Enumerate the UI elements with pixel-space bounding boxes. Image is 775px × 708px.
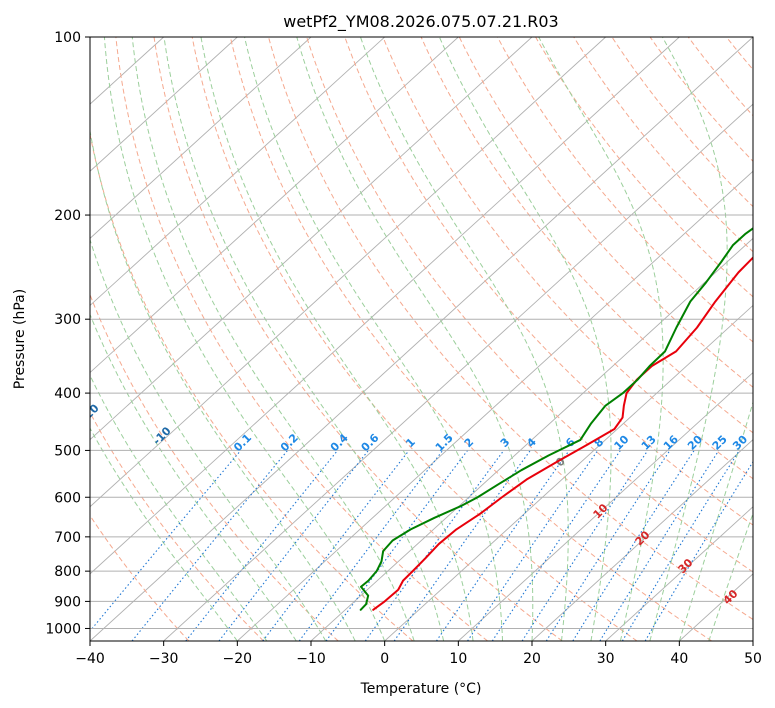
dry-adiabat-line [268, 37, 753, 621]
isotherm-line [90, 37, 680, 575]
y-tick-label: 300 [54, 312, 81, 328]
dry-adiabat-line [115, 37, 488, 641]
x-tick-label: 40 [670, 651, 688, 667]
moist-adiabat-line [438, 37, 612, 641]
moist-adiabat-line [103, 37, 386, 641]
moist-adiabat-line [163, 37, 445, 641]
mixing-ratio-label: 36 [751, 433, 771, 453]
dry-adiabat-line [90, 131, 414, 641]
mixing-ratio-line [90, 450, 242, 632]
isotherm-line [90, 37, 238, 172]
x-axis-label: Temperature (°C) [360, 681, 482, 697]
x-tick-label: 30 [597, 651, 615, 667]
y-tick-label: 600 [54, 490, 81, 506]
dry-adiabat-line [191, 37, 638, 641]
moist-adiabats [90, 37, 753, 641]
y-tick-label: 400 [54, 386, 81, 402]
isotherm-line [163, 103, 753, 641]
isotherm-line [90, 37, 385, 307]
mixing-ratio-line [218, 450, 369, 641]
moist-adiabat-line [90, 374, 268, 641]
mixing-ratio-line [393, 450, 531, 641]
moist-adiabat-line [90, 313, 297, 641]
mixing-ratio-line [131, 450, 289, 641]
dry-adiabat-line [496, 37, 753, 343]
plot-frame [89, 36, 754, 642]
dry-adiabat-line [229, 37, 712, 641]
mixing-ratio-line [572, 450, 695, 641]
isotherm-line [90, 37, 459, 374]
y-tick-label: 1000 [45, 621, 81, 637]
y-tick-label: 200 [54, 208, 81, 224]
y-tick-label: 800 [54, 564, 81, 580]
isotherm-line [90, 37, 606, 508]
dry-adiabat-line [306, 37, 753, 573]
dry-adiabat-line [382, 37, 753, 480]
dry-adiabat-label: -20 [78, 401, 101, 424]
dry-adiabat-line [649, 37, 753, 162]
x-tick-label: 10 [449, 651, 467, 667]
isotherm-line [90, 37, 533, 441]
isotherm-line [384, 304, 753, 641]
isotherm-line [605, 506, 753, 641]
mixing-ratio-line [435, 450, 570, 641]
y-tick-label: 900 [54, 594, 81, 610]
moist-adiabat-line [244, 37, 504, 641]
sounding-series [359, 227, 753, 611]
moist-adiabat-line [708, 512, 753, 641]
mixing-ratio-line [644, 460, 753, 641]
mixing-ratio-line [621, 450, 740, 641]
mixing-ratio-lines [90, 450, 753, 641]
x-tick-label: −20 [223, 651, 253, 667]
pressure-gridlines [90, 37, 753, 629]
x-tick-label: 20 [523, 651, 541, 667]
mixing-ratio-line [599, 450, 720, 641]
dry-adiabat-line [90, 514, 190, 641]
moist-adiabat-line [200, 37, 474, 641]
dewpoint-profile-line [359, 227, 753, 611]
moist-adiabat-line [359, 37, 569, 641]
isotherm-line [90, 37, 753, 641]
moist-adiabat-line [649, 37, 728, 641]
dry-adiabats [90, 37, 753, 641]
mixing-ratio-line [185, 450, 338, 641]
dry-adiabat-line [535, 37, 753, 298]
isotherm-line [90, 37, 312, 239]
dry-adiabat-line [458, 37, 753, 388]
moist-adiabat-line [296, 37, 534, 641]
x-axis-ticks: −40 −30 −20 −10 0 10 20 30 40 50 [75, 641, 762, 667]
isotherm-line [458, 371, 753, 641]
y-tick-label: 700 [54, 530, 81, 546]
moist-adiabat-line [90, 427, 238, 641]
y-tick-label: 500 [54, 443, 81, 459]
y-axis-label: Pressure (hPa) [12, 289, 28, 389]
chart-title: wetPf2_YM08.2026.075.07.21.R03 [283, 12, 558, 32]
mixing-ratio-line [364, 450, 505, 641]
temperature-profile-line [372, 256, 753, 611]
moist-adiabat-line [131, 37, 415, 641]
moist-adiabat-line [90, 128, 356, 641]
isotherm-line [531, 439, 753, 641]
moist-adiabat-line [90, 238, 327, 641]
x-tick-label: 0 [380, 651, 389, 667]
dry-adiabat-line [420, 37, 753, 434]
x-tick-label: −40 [75, 651, 105, 667]
dry-adiabat-line [90, 293, 339, 641]
isotherm-line [237, 170, 753, 641]
y-axis-ticks: 100 200 300 400 500 600 700 800 900 1000 [45, 30, 90, 637]
moist-adiabat-line [678, 400, 753, 641]
dry-adiabat-line [344, 37, 753, 526]
x-tick-label: −10 [296, 651, 326, 667]
x-tick-label: −30 [149, 651, 179, 667]
mixing-ratio-line [545, 450, 671, 641]
x-tick-label: 50 [744, 651, 762, 667]
mixing-ratio-line [467, 450, 599, 641]
moist-adiabat-line [538, 37, 664, 641]
y-tick-label: 100 [54, 30, 81, 46]
